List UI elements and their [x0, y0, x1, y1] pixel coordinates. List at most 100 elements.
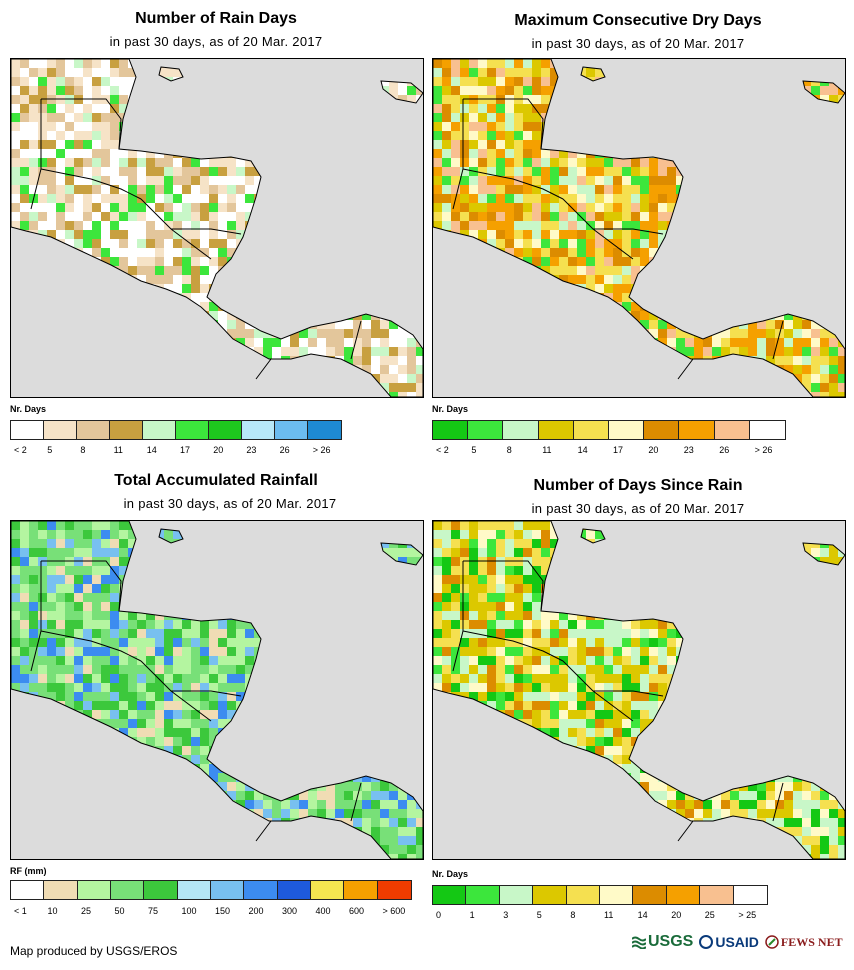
legend-swatch	[210, 881, 245, 899]
legend-tick-label: 25	[704, 910, 715, 920]
legend-tick-label: 20	[671, 910, 682, 920]
legend-swatch	[679, 421, 715, 439]
map-total-rainfall[interactable]	[10, 520, 424, 860]
legend-tick-label: 600	[349, 906, 365, 916]
legend-title-max-dry-days: Nr. Days	[432, 404, 469, 414]
legend-swatch	[666, 886, 701, 904]
legend-title-rain-days: Nr. Days	[10, 404, 47, 414]
legend-tick-label: 17	[180, 445, 191, 455]
legend-bar-rain-days	[10, 420, 342, 440]
legend-tick-label: 50	[114, 906, 125, 916]
legend-tick-label: 300	[282, 906, 298, 916]
legend-tick-label: 0	[436, 910, 442, 920]
legend-swatch	[143, 421, 176, 439]
legend-swatch	[533, 886, 567, 904]
coastline	[11, 521, 423, 859]
legend-swatch	[244, 881, 278, 899]
legend-tick-label: 8	[80, 445, 86, 455]
legend-title-days-since-rain: Nr. Days	[432, 869, 469, 879]
legend-ticks-rain-days: < 2 5 8 11 14 17 20 23 26 > 26	[10, 445, 342, 457]
panel-subtitle-total-rainfall: in past 30 days, as of 20 Mar. 2017	[123, 496, 337, 511]
legend-swatch	[749, 421, 785, 439]
legend-swatch	[110, 881, 145, 899]
legend-tick-label: 20	[648, 445, 659, 455]
legend-swatch	[308, 421, 341, 439]
country-borders	[452, 560, 784, 842]
legend-swatch	[110, 421, 143, 439]
legend-tick-label: 150	[215, 906, 231, 916]
legend-swatch	[714, 421, 750, 439]
legend-swatch	[344, 881, 378, 899]
legend-swatch	[144, 881, 178, 899]
legend-swatch	[566, 886, 600, 904]
legend-swatch	[538, 421, 574, 439]
legend-ticks-max-dry-days: < 2 5 8 11 14 17 20 23 26 > 26	[432, 445, 786, 457]
map-max-dry-days[interactable]	[432, 58, 846, 398]
legend-swatch	[644, 421, 680, 439]
map-rain-days[interactable]	[10, 58, 424, 398]
legend-tick-label: 8	[506, 445, 512, 455]
map-grid-cells	[433, 59, 845, 397]
legend-tick-label: 5	[536, 910, 542, 920]
legend-swatch	[377, 881, 411, 899]
legend-swatch	[44, 421, 77, 439]
legend-tick-label: < 2	[436, 445, 449, 455]
coastline	[802, 80, 845, 104]
legend-swatch	[275, 421, 308, 439]
legend-swatch	[77, 421, 110, 439]
legend-tick-label: 400	[315, 906, 331, 916]
panel-subtitle-max-dry-days: in past 30 days, as of 20 Mar. 2017	[531, 36, 745, 51]
legend-tick-label: 8	[570, 910, 576, 920]
legend-swatch	[468, 421, 504, 439]
fews-net-logo: FEWS NET	[765, 935, 843, 950]
map-grid-cells	[11, 59, 423, 397]
map-canvas	[11, 59, 423, 397]
legend-swatch	[177, 881, 211, 899]
fews-leaf-icon	[765, 935, 779, 949]
legend-swatch	[11, 421, 44, 439]
legend-tick-label: 3	[503, 910, 509, 920]
coastline	[802, 542, 845, 566]
legend-bar-total-rainfall	[10, 880, 412, 900]
legend-tick-label: 25	[81, 906, 92, 916]
legend-swatch	[11, 881, 45, 899]
legend-swatch	[176, 421, 209, 439]
legend-swatch	[44, 881, 78, 899]
legend-tick-label: 100	[181, 906, 197, 916]
legend-swatch	[310, 881, 345, 899]
usgs-wave-icon	[632, 936, 646, 949]
legend-tick-label: 11	[604, 910, 614, 920]
country-borders	[452, 98, 784, 380]
legend-tick-label: 5	[47, 445, 53, 455]
coastline	[433, 59, 845, 397]
usgs-logo-text: USGS	[648, 933, 694, 950]
legend-title-total-rainfall: RF (mm)	[10, 866, 47, 876]
legend-tick-label: 1	[469, 910, 475, 920]
usaid-logo: USAID	[699, 934, 759, 950]
legend-ticks-days-since-rain: 0 1 3 5 8 11 14 20 25 > 25	[432, 910, 768, 922]
legend-tick-label: 23	[246, 445, 257, 455]
legend-swatch	[433, 886, 467, 904]
legend-swatch	[277, 881, 311, 899]
legend-tick-label: 20	[213, 445, 224, 455]
legend-swatch	[503, 421, 539, 439]
coastline	[380, 80, 423, 104]
legend-tick-label: 75	[148, 906, 159, 916]
coastline	[11, 59, 423, 397]
coastline	[580, 528, 606, 544]
country-borders	[30, 560, 362, 842]
panel-title-days-since-rain: Number of Days Since Rain	[533, 477, 743, 494]
panel-title-rain-days: Number of Rain Days	[135, 10, 297, 27]
legend-swatch	[466, 886, 500, 904]
map-days-since-rain[interactable]	[432, 520, 846, 860]
legend-swatch	[700, 886, 734, 904]
legend-tick-label: 14	[637, 910, 648, 920]
country-borders	[30, 98, 362, 380]
legend-swatch	[209, 421, 242, 439]
legend-tick-label: > 25	[738, 910, 757, 920]
coastline	[158, 528, 184, 544]
coastline	[580, 66, 606, 82]
legend-swatch	[499, 886, 534, 904]
legend-bar-days-since-rain	[432, 885, 768, 905]
map-canvas	[433, 59, 845, 397]
